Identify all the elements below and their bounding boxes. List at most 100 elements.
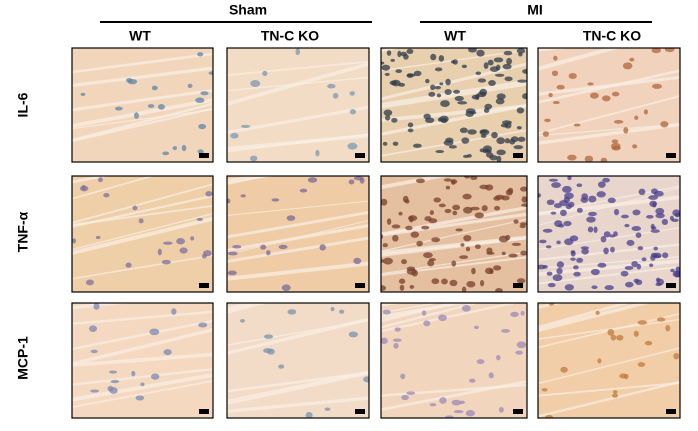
fiber-gap <box>72 373 213 402</box>
nucleus <box>494 73 505 77</box>
nucleus <box>382 257 393 265</box>
nucleus <box>424 216 432 222</box>
nucleus <box>542 228 553 233</box>
nucleus <box>90 349 98 354</box>
nucleus <box>520 250 527 256</box>
nucleus <box>151 85 158 91</box>
micrograph <box>537 47 681 163</box>
nucleus <box>570 250 576 257</box>
nucleus <box>620 270 629 277</box>
fiber-gap <box>227 372 369 405</box>
nucleus <box>386 218 392 225</box>
nucleus <box>445 185 451 190</box>
fiber-gap <box>381 176 452 190</box>
nucleus <box>438 203 446 208</box>
nucleus <box>648 195 659 200</box>
nucleus <box>80 92 86 97</box>
nucleus <box>641 257 647 262</box>
nucleus <box>556 261 565 268</box>
nucleus <box>400 373 406 380</box>
nucleus <box>260 244 267 250</box>
nucleus <box>550 211 557 215</box>
nucleus <box>661 218 669 225</box>
nucleus <box>589 92 599 99</box>
fiber-gap <box>538 48 622 71</box>
fiber-gap <box>538 303 633 330</box>
nucleus <box>413 70 422 77</box>
nucleus <box>624 223 630 228</box>
nucleus <box>513 219 519 224</box>
nucleus <box>598 181 606 188</box>
nucleus <box>421 225 430 230</box>
nucleus <box>479 184 489 190</box>
nucleus <box>445 78 451 86</box>
nucleus <box>665 324 671 332</box>
nucleus <box>500 329 511 333</box>
nucleus <box>552 274 563 282</box>
nucleus <box>392 234 399 242</box>
nucleus <box>406 73 414 78</box>
nucleus <box>205 191 213 197</box>
fiber-gap <box>538 318 680 340</box>
nucleus <box>461 304 471 312</box>
nucleus <box>410 231 420 238</box>
nucleus <box>522 93 527 100</box>
nucleus <box>363 376 369 383</box>
nucleus <box>421 310 427 316</box>
nucleus <box>626 239 635 246</box>
nucleus <box>568 72 577 79</box>
nucleus <box>171 308 177 315</box>
fiber-gap <box>227 200 369 216</box>
nucleus <box>496 137 505 145</box>
column-label: TN-C KO <box>583 28 641 44</box>
nucleus <box>611 139 619 144</box>
nucleus <box>468 48 477 53</box>
nucleus <box>200 91 209 96</box>
panel-border <box>71 302 214 419</box>
panel-border <box>226 175 370 293</box>
nucleus <box>516 48 526 54</box>
fiber-gap <box>227 176 271 185</box>
nucleus <box>348 179 355 185</box>
nucleus <box>327 83 336 89</box>
nucleus <box>637 362 646 367</box>
nucleus <box>453 410 464 414</box>
fiber-gap <box>381 303 442 314</box>
nucleus <box>624 265 634 270</box>
tissue <box>538 303 680 418</box>
nucleus <box>459 127 468 134</box>
nucleus <box>278 364 285 369</box>
panel-border <box>226 47 370 163</box>
fiber-gap <box>538 380 680 418</box>
scale-bar <box>666 153 676 158</box>
nucleus <box>449 279 458 287</box>
scale-bar <box>666 283 676 288</box>
nucleus <box>450 60 456 64</box>
nucleus <box>565 204 572 210</box>
nucleus <box>593 226 598 233</box>
nucleus <box>427 259 435 267</box>
nucleus <box>625 281 634 288</box>
nucleus <box>407 128 414 133</box>
nucleus <box>635 232 642 238</box>
nucleus <box>619 373 627 379</box>
fiber-gap <box>72 328 213 366</box>
nucleus <box>476 49 485 57</box>
nucleus <box>516 107 525 114</box>
nucleus <box>439 397 447 404</box>
nucleus <box>655 213 665 219</box>
nucleus <box>567 176 572 181</box>
nucleus <box>505 189 513 196</box>
nucleus <box>98 177 103 183</box>
tissue <box>381 176 527 292</box>
nucleus <box>157 248 162 256</box>
tissue <box>381 48 527 162</box>
nucleus <box>511 242 522 246</box>
nucleus <box>389 80 398 86</box>
nucleus <box>402 195 409 203</box>
nucleus <box>488 79 496 87</box>
nucleus <box>232 245 242 249</box>
fiber-gap <box>381 62 527 101</box>
fiber-gap <box>72 183 213 224</box>
nucleus <box>557 223 565 228</box>
